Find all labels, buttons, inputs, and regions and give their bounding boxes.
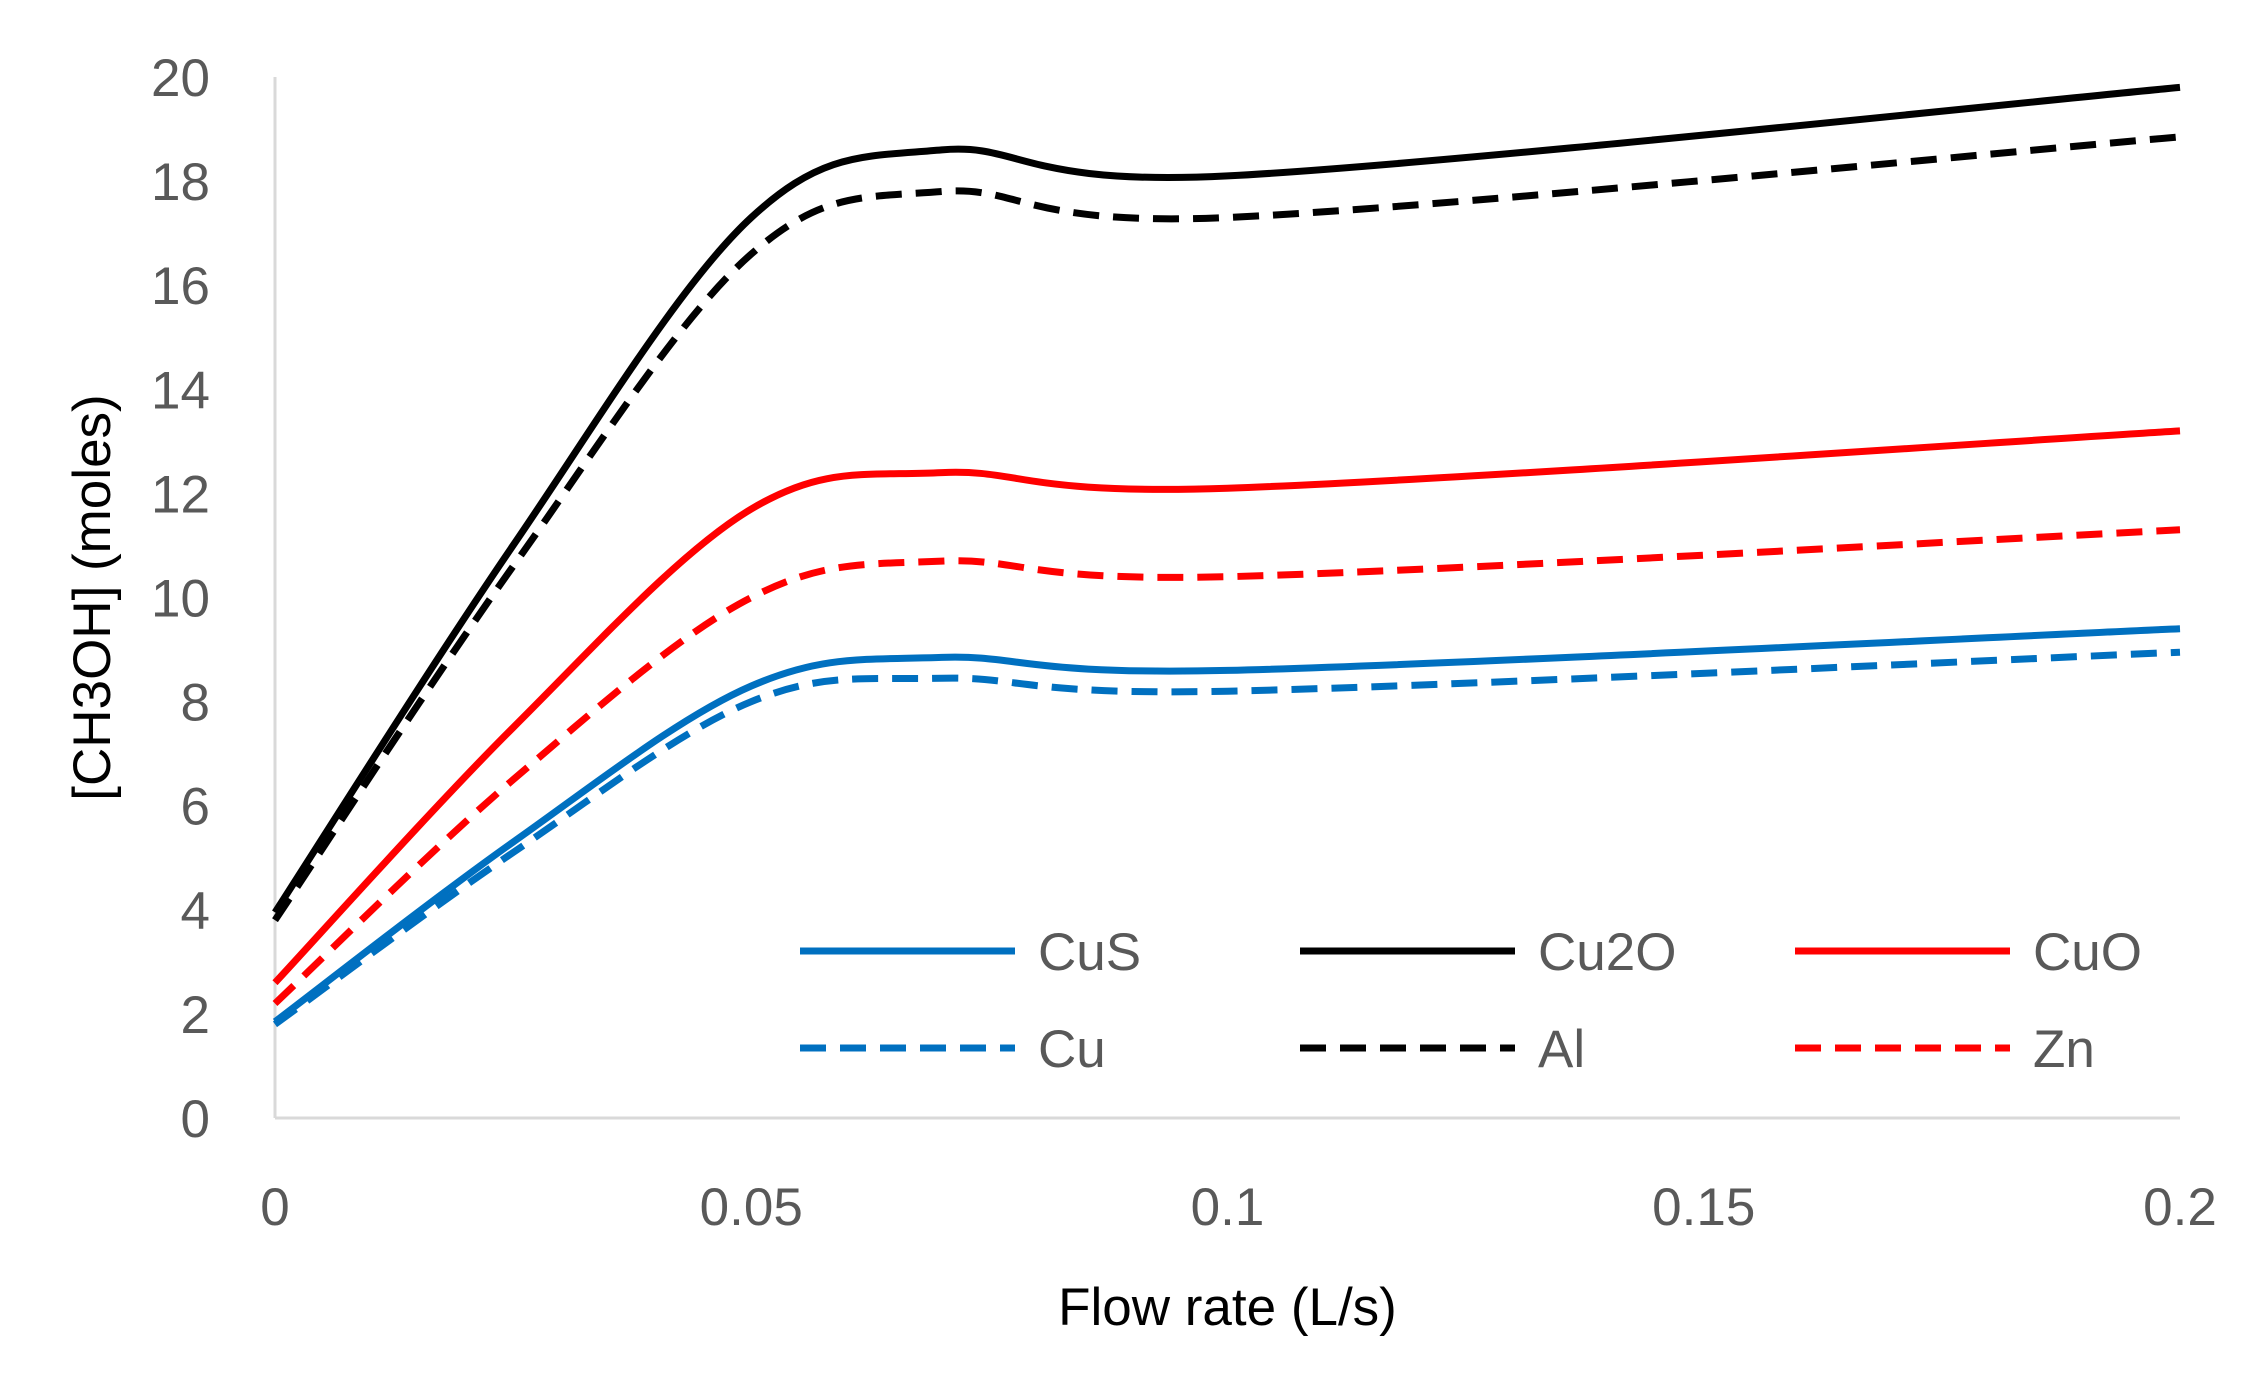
- series-line-cu: [272, 648, 2181, 1028]
- y-tick-labels: 0 2 4 6 8 10 12 14 16 18 20: [151, 49, 210, 1149]
- y-tick-label: 0: [181, 1090, 210, 1149]
- legend: CuS Cu2O CuO Cu Al Zn: [800, 923, 2142, 1079]
- y-tick-label: 20: [151, 49, 210, 108]
- legend-label-cu: Cu: [1038, 1020, 1106, 1079]
- y-tick-label: 12: [151, 465, 210, 524]
- series-line-al: [272, 133, 2181, 923]
- legend-label-cus: CuS: [1038, 923, 1141, 982]
- series-line-cu2o: [272, 83, 2181, 915]
- y-tick-label: 14: [151, 361, 210, 420]
- axes: [273, 77, 2180, 1120]
- y-tick-label: 6: [181, 778, 210, 837]
- y-tick-label: 16: [151, 257, 210, 316]
- x-tick-label: 0.1: [1191, 1178, 1265, 1237]
- x-tick-label: 0: [260, 1178, 289, 1237]
- x-tick-label: 0.05: [700, 1178, 803, 1237]
- series-line-cus: [272, 625, 2181, 1025]
- x-axis-title: Flow rate (L/s): [1058, 1278, 1397, 1337]
- series-line-cuo: [272, 427, 2181, 986]
- x-tick-labels: 0 0.05 0.1 0.15 0.2: [260, 1178, 2217, 1237]
- y-tick-label: 4: [181, 882, 210, 941]
- y-tick-label: 10: [151, 570, 210, 629]
- legend-label-al: Al: [1538, 1020, 1585, 1079]
- legend-label-zn: Zn: [2033, 1020, 2095, 1079]
- legend-label-cuo: CuO: [2033, 923, 2142, 982]
- y-tick-label: 2: [181, 986, 210, 1045]
- y-axis-title: [CH3OH] (moles): [63, 394, 122, 800]
- legend-label-cu2o: Cu2O: [1538, 923, 1676, 982]
- series-lines: [272, 83, 2181, 1028]
- y-tick-label: 8: [181, 674, 210, 733]
- x-tick-label: 0.2: [2143, 1178, 2217, 1237]
- series-line-zn: [272, 526, 2181, 1007]
- y-tick-label: 18: [151, 153, 210, 212]
- x-tick-label: 0.15: [1652, 1178, 1755, 1237]
